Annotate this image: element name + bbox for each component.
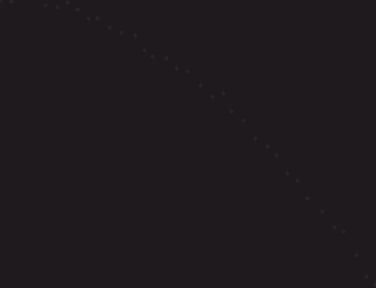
- Point: [294, 178, 300, 182]
- Point: [340, 229, 346, 234]
- Point: [42, 3, 48, 7]
- Point: [305, 196, 311, 200]
- Point: [173, 66, 179, 71]
- Point: [15, 0, 21, 1]
- Point: [284, 171, 290, 176]
- Point: [164, 56, 170, 61]
- Point: [94, 16, 100, 20]
- Point: [8, 0, 14, 3]
- Point: [64, 0, 70, 4]
- Point: [240, 118, 246, 123]
- Point: [106, 24, 112, 29]
- Point: [74, 7, 80, 11]
- Point: [252, 136, 258, 140]
- Point: [132, 33, 138, 37]
- Point: [141, 48, 147, 53]
- Point: [319, 209, 325, 213]
- Point: [372, 282, 376, 287]
- Point: [264, 143, 270, 148]
- Point: [54, 5, 60, 10]
- Point: [331, 225, 337, 229]
- Point: [85, 16, 91, 20]
- Point: [118, 30, 124, 35]
- Point: [184, 68, 190, 73]
- Point: [197, 82, 203, 87]
- Point: [149, 54, 155, 58]
- Point: [353, 253, 359, 257]
- Point: [227, 109, 233, 113]
- Point: [0, 0, 3, 2]
- Point: [209, 94, 215, 98]
- Point: [220, 91, 226, 96]
- Point: [362, 274, 368, 278]
- Point: [273, 153, 279, 158]
